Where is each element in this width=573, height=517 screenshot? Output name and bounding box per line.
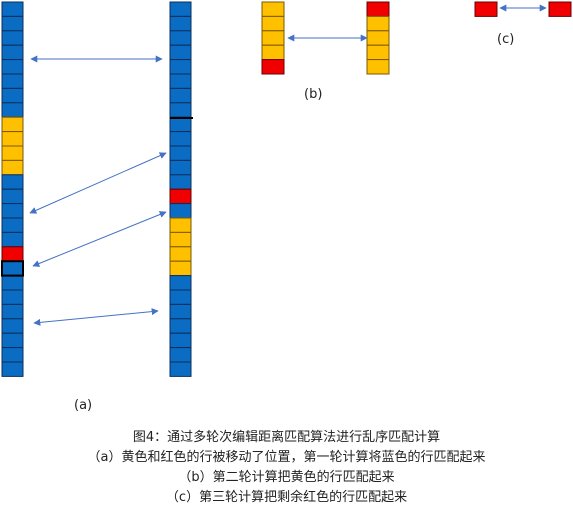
a-left-highlight-outline: [1, 260, 24, 277]
a-left-cell: [1, 289, 24, 305]
label-c: (c): [497, 32, 515, 47]
c-left-cell: [474, 1, 498, 17]
a-left-cell: [1, 217, 24, 233]
a-left-cell: [1, 361, 24, 377]
a-right-cell: [169, 131, 192, 147]
a-right-cell: [169, 59, 192, 75]
a-right-cell: [169, 203, 192, 219]
a-left-cell: [1, 44, 24, 61]
b-left-cell: [261, 44, 285, 61]
a-right-cell: [169, 116, 192, 133]
a-right-cell: [169, 361, 192, 377]
a-left-cell: [1, 30, 24, 46]
b-left-cell: [261, 1, 285, 17]
a-left-cell: [1, 15, 24, 32]
a-left-cell: [1, 1, 24, 17]
arrow-a-bottom: [33, 308, 159, 326]
b-left-cell: [261, 30, 285, 46]
caption-title: 图4：通过多轮次编辑距离匹配算法进行乱序匹配计算: [132, 430, 441, 445]
a-left-cell: [1, 87, 24, 104]
arrow-a-diag-2: [32, 211, 167, 267]
column-a-left: [1, 1, 24, 377]
a-left-cell: [1, 203, 24, 219]
a-left-cell: [1, 347, 24, 363]
a-right-cell: [169, 188, 192, 205]
a-left-cell: [1, 231, 24, 248]
a-right-cell: [169, 15, 192, 32]
a-right-cell: [169, 87, 192, 104]
a-left-cell: [1, 318, 24, 334]
a-right-cell: [169, 347, 192, 363]
caption-line-c: （c）第三轮计算把剩余红色的行匹配起来: [165, 490, 408, 505]
a-right-cell: [169, 44, 192, 61]
b-right-cell: [366, 44, 390, 61]
a-right-cell: [169, 217, 192, 233]
a-left-cell: [1, 73, 24, 89]
a-right-cell: [169, 1, 192, 17]
figure-caption: 图4：通过多轮次编辑距离匹配算法进行乱序匹配计算 （a）黄色和红色的行被移动了位…: [0, 428, 573, 508]
a-left-cell: [1, 303, 24, 320]
a-right-cell: [169, 145, 192, 161]
a-left-cell: [1, 275, 24, 291]
b-right-cell: [366, 1, 390, 17]
c-right-cell: [548, 1, 572, 17]
caption-line-a: （a）黄色和红色的行被移动了位置，第一轮计算将蓝色的行匹配起来: [87, 450, 486, 465]
caption-line-b: （b）第二轮计算把黄色的行匹配起来: [178, 470, 395, 485]
a-right-cell: [169, 289, 192, 305]
b-left-cell: [261, 59, 285, 75]
column-b-right: [366, 1, 390, 75]
b-right-cell: [366, 15, 390, 32]
a-right-cell: [169, 246, 192, 262]
a-right-cell: [169, 102, 192, 118]
column-c-left: [474, 1, 498, 17]
a-right-cell: [169, 275, 192, 291]
a-left-cell: [1, 174, 24, 190]
a-right-cell: [169, 318, 192, 334]
label-a: (a): [74, 398, 93, 413]
column-a-right: [169, 1, 193, 377]
a-left-cell: [1, 116, 24, 133]
a-left-cell: [1, 59, 24, 75]
a-left-cell: [1, 131, 24, 147]
a-left-cell: [1, 159, 24, 176]
a-left-cell: [1, 102, 24, 118]
a-right-cell: [169, 260, 192, 277]
a-left-cell: [1, 188, 24, 205]
arrow-a-diag-1: [29, 152, 167, 214]
b-right-cell: [366, 59, 390, 75]
a-left-cell: [1, 260, 24, 277]
arrows-group: [29, 4, 547, 326]
a-right-cell: [169, 303, 192, 320]
label-b: (b): [304, 87, 323, 102]
b-left-cell: [261, 15, 285, 32]
a-left-cell: [1, 145, 24, 161]
b-right-cell: [366, 30, 390, 46]
column-c-right: [548, 1, 572, 17]
a-right-cell: [169, 174, 192, 190]
column-b-left: [261, 1, 285, 75]
a-right-cell: [169, 73, 192, 89]
a-right-cell: [169, 332, 192, 349]
a-right-cell: [169, 231, 192, 248]
a-right-cell: [169, 30, 192, 46]
a-left-cell: [1, 332, 24, 349]
a-left-cell: [1, 246, 24, 262]
a-right-cell: [169, 159, 192, 176]
